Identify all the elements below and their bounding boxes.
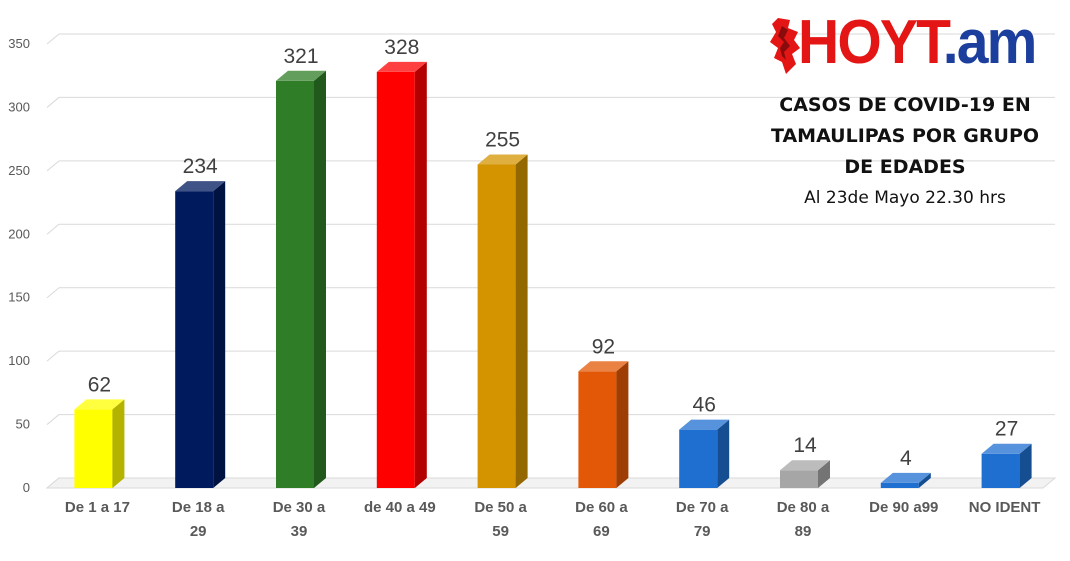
bar — [477, 164, 516, 488]
data-label: 27 — [995, 418, 1018, 441]
x-tick-label: 39 — [291, 523, 308, 540]
bar-side — [818, 460, 830, 488]
bar-side — [1019, 443, 1032, 488]
bar — [780, 470, 818, 488]
x-tick-label: De 80 a — [777, 499, 830, 516]
data-label: 234 — [183, 155, 218, 178]
data-label: 62 — [88, 373, 111, 396]
logo-main-text: HOYT — [798, 8, 945, 77]
chart-title-line-2: TAMAULIPAS POR GRUPO — [770, 125, 1040, 147]
bar-top — [880, 472, 931, 483]
data-label: 14 — [793, 434, 817, 457]
y-tick-label: 100 — [8, 353, 30, 368]
x-tick-label: 79 — [694, 523, 711, 540]
bar-side — [616, 361, 629, 488]
gridline-diag — [46, 414, 60, 425]
bar — [981, 453, 1020, 488]
x-tick-label: NO IDENT — [969, 499, 1041, 516]
x-tick-label: De 70 a — [676, 499, 729, 516]
y-tick-label: 50 — [16, 417, 30, 432]
hoyt-logo: HOYT.am — [768, 8, 1058, 77]
bar-side — [213, 181, 226, 488]
x-tick-label: De 90 a99 — [869, 499, 938, 516]
gridline-diag — [46, 287, 60, 299]
bar — [175, 191, 214, 488]
bar-top — [981, 443, 1032, 454]
y-tick-label: 250 — [8, 163, 30, 178]
bar-top — [578, 361, 629, 372]
bar — [679, 429, 718, 488]
gridline-diag — [46, 97, 60, 108]
x-tick-label: De 18 a — [172, 499, 225, 516]
y-tick-label: 300 — [8, 99, 30, 114]
x-tick-label: De 50 a — [474, 499, 527, 516]
chart-title-line-1: CASOS DE COVID-19 EN — [779, 94, 1031, 116]
bar-top — [477, 154, 528, 165]
bar — [880, 482, 919, 488]
logo-wordmark: HOYT.am — [798, 8, 1038, 78]
x-tick-label: 59 — [492, 523, 509, 540]
y-tick-label: 200 — [8, 226, 30, 241]
gridline-diag — [46, 350, 60, 362]
chart-subtitle: Al 23de Mayo 22.30 hrs — [804, 188, 1006, 208]
bar-top — [276, 70, 326, 81]
logo-accent-text: .am — [942, 8, 1038, 77]
y-tick-label: 350 — [8, 36, 30, 51]
bar-top — [175, 181, 226, 192]
bar-side — [515, 154, 528, 488]
bar-side — [717, 419, 730, 488]
x-tick-label: 89 — [795, 523, 812, 540]
bar — [578, 371, 617, 488]
x-tick-label: 69 — [593, 523, 610, 540]
y-tick-label: 150 — [8, 290, 30, 305]
chart-title-line-3: DE EDADES — [844, 156, 966, 178]
bar-top — [74, 399, 125, 410]
data-label: 92 — [592, 335, 615, 358]
bar-top — [376, 61, 427, 72]
tamaulipas-map-icon — [770, 18, 800, 74]
bar-side — [112, 399, 125, 488]
bar — [276, 80, 314, 488]
bar — [376, 71, 415, 488]
data-label: 255 — [485, 129, 520, 152]
gridline-diag — [46, 223, 60, 235]
x-tick-label: De 60 a — [575, 499, 628, 516]
chart-title-block: CASOS DE COVID-19 EN TAMAULIPAS POR GRUP… — [745, 90, 1065, 213]
gridline-diag — [46, 33, 60, 45]
x-tick-label: de 40 a 49 — [364, 499, 436, 516]
x-tick-label: De 1 a 17 — [65, 499, 130, 516]
x-tick-label: 29 — [190, 523, 207, 540]
bar-top — [679, 419, 730, 430]
y-tick-label: 0 — [23, 480, 30, 495]
gridline-diag — [46, 160, 60, 172]
data-label: 328 — [384, 36, 419, 59]
data-label: 4 — [900, 447, 912, 470]
data-label: 321 — [283, 45, 318, 68]
bar-top — [780, 460, 830, 471]
bar-side — [314, 70, 326, 488]
x-tick-label: De 30 a — [273, 499, 326, 516]
bar-side — [918, 472, 931, 488]
data-label: 46 — [693, 394, 716, 417]
bar-side — [414, 61, 427, 489]
bar — [74, 409, 113, 488]
